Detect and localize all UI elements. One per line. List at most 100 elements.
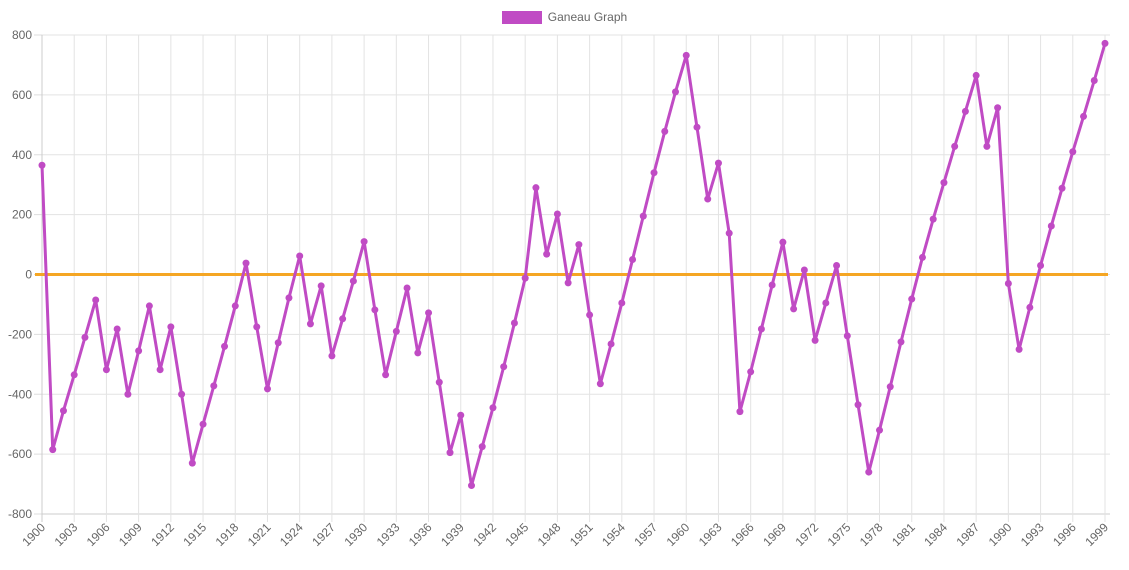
data-point[interactable] (435, 378, 443, 386)
data-point[interactable] (1069, 148, 1077, 156)
data-point[interactable] (800, 266, 808, 274)
data-point[interactable] (650, 169, 658, 177)
data-point[interactable] (757, 325, 765, 333)
data-point[interactable] (199, 420, 207, 428)
data-point[interactable] (382, 371, 390, 379)
data-point[interactable] (961, 107, 969, 115)
data-point[interactable] (510, 319, 518, 327)
data-point[interactable] (661, 127, 669, 135)
data-point[interactable] (231, 302, 239, 310)
data-point[interactable] (1101, 39, 1109, 47)
data-point[interactable] (1047, 222, 1055, 230)
data-point[interactable] (296, 252, 304, 260)
data-point[interactable] (425, 309, 433, 317)
data-point[interactable] (285, 294, 293, 302)
data-point[interactable] (543, 250, 551, 258)
data-point[interactable] (178, 390, 186, 398)
data-point[interactable] (446, 449, 454, 457)
data-point[interactable] (1058, 184, 1066, 192)
data-point[interactable] (92, 296, 100, 304)
data-point[interactable] (38, 161, 46, 169)
data-point[interactable] (983, 142, 991, 150)
data-point[interactable] (682, 51, 690, 59)
data-point[interactable] (833, 262, 841, 270)
data-point[interactable] (639, 212, 647, 220)
legend[interactable]: Ganeau Graph (0, 10, 1129, 24)
data-point[interactable] (822, 299, 830, 307)
data-point[interactable] (897, 338, 905, 346)
data-point[interactable] (135, 347, 143, 355)
data-point[interactable] (467, 482, 475, 490)
data-point[interactable] (972, 71, 980, 79)
data-point[interactable] (253, 323, 261, 331)
data-point[interactable] (81, 333, 89, 341)
data-point[interactable] (790, 305, 798, 313)
data-point[interactable] (575, 241, 583, 249)
data-point[interactable] (156, 366, 164, 374)
data-point[interactable] (908, 295, 916, 303)
data-point[interactable] (736, 408, 744, 416)
data-point[interactable] (392, 327, 400, 335)
data-point[interactable] (843, 332, 851, 340)
data-point[interactable] (564, 279, 572, 287)
data-point[interactable] (263, 385, 271, 393)
data-point[interactable] (210, 382, 218, 390)
data-point[interactable] (553, 210, 561, 218)
data-point[interactable] (811, 336, 819, 344)
data-point[interactable] (360, 238, 368, 246)
data-point[interactable] (704, 195, 712, 203)
data-point[interactable] (478, 443, 486, 451)
data-point[interactable] (521, 274, 529, 282)
data-point[interactable] (274, 339, 282, 347)
data-point[interactable] (629, 256, 637, 264)
data-point[interactable] (586, 311, 594, 319)
data-point[interactable] (876, 426, 884, 434)
data-point[interactable] (951, 142, 959, 150)
data-point[interactable] (317, 282, 325, 290)
data-point[interactable] (242, 259, 250, 267)
data-point[interactable] (865, 468, 873, 476)
data-point[interactable] (457, 411, 465, 419)
data-point[interactable] (371, 306, 379, 314)
data-point[interactable] (1080, 112, 1088, 120)
data-point[interactable] (328, 352, 336, 360)
data-point[interactable] (725, 229, 733, 237)
data-point[interactable] (414, 349, 422, 357)
data-point[interactable] (113, 325, 121, 333)
data-point[interactable] (994, 104, 1002, 112)
data-point[interactable] (124, 390, 132, 398)
data-point[interactable] (886, 383, 894, 391)
data-point[interactable] (59, 407, 67, 415)
data-point[interactable] (607, 340, 615, 348)
data-point[interactable] (672, 88, 680, 96)
data-point[interactable] (596, 380, 604, 388)
data-point[interactable] (1090, 77, 1098, 85)
data-point[interactable] (929, 215, 937, 223)
data-point[interactable] (221, 342, 229, 350)
data-point[interactable] (747, 368, 755, 376)
data-point[interactable] (1026, 303, 1034, 311)
data-point[interactable] (693, 123, 701, 131)
data-point[interactable] (70, 371, 78, 379)
data-point[interactable] (188, 459, 196, 467)
data-point[interactable] (532, 184, 540, 192)
data-point[interactable] (1015, 345, 1023, 353)
data-point[interactable] (500, 363, 508, 371)
data-point[interactable] (349, 277, 357, 285)
data-point[interactable] (489, 404, 497, 412)
data-point[interactable] (940, 179, 948, 187)
data-point[interactable] (918, 253, 926, 261)
data-point[interactable] (768, 281, 776, 289)
data-point[interactable] (49, 446, 57, 454)
data-point[interactable] (167, 323, 175, 331)
data-point[interactable] (145, 302, 153, 310)
data-point[interactable] (1037, 262, 1045, 270)
data-point[interactable] (1004, 279, 1012, 287)
data-point[interactable] (403, 284, 411, 292)
data-point[interactable] (306, 320, 314, 328)
data-point[interactable] (339, 315, 347, 323)
data-point[interactable] (714, 159, 722, 167)
data-point[interactable] (854, 401, 862, 409)
data-point[interactable] (102, 366, 110, 374)
data-point[interactable] (779, 238, 787, 246)
